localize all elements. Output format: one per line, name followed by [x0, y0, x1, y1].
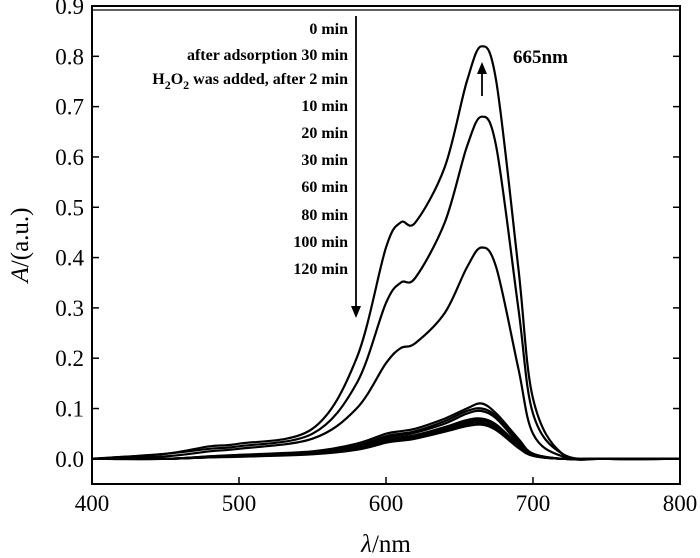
- legend-entry: 80 min: [301, 207, 348, 224]
- y-tick-label: 0.6: [55, 145, 84, 170]
- y-tick-label: 0.5: [55, 195, 84, 220]
- legend-entry: 100 min: [293, 234, 348, 251]
- x-tick-label: 500: [222, 491, 257, 516]
- series-line-1: [91, 115, 681, 461]
- series-line-0: [91, 45, 681, 461]
- legend-entry: 10 min: [301, 98, 348, 115]
- legend-entry: 20 min: [301, 125, 348, 142]
- legend: 0 min after adsorption 30 min H2O2 was a…: [152, 21, 348, 278]
- x-axis-ticks: 400 500 600 700 800: [75, 477, 698, 516]
- x-axis-title: λ/nm: [360, 531, 411, 558]
- series-lines: [91, 45, 681, 461]
- legend-entry: 0 min: [309, 21, 348, 38]
- x-axis-symbol: λ: [360, 531, 372, 558]
- peak-annotation: 665nm: [477, 47, 568, 96]
- series-line-2: [91, 246, 681, 461]
- legend-entry: 30 min: [301, 152, 348, 169]
- x-tick-label: 700: [516, 491, 551, 516]
- y-tick-label: 0.8: [55, 44, 84, 69]
- y-tick-label: 0.1: [55, 397, 84, 422]
- x-tick-label: 400: [75, 491, 110, 516]
- legend-down-arrow: [351, 16, 361, 318]
- y-axis-title: A/(a.u.): [7, 208, 34, 285]
- x-tick-label: 600: [369, 491, 404, 516]
- y-axis-symbol: A: [7, 266, 34, 284]
- series-line-8: [91, 421, 680, 461]
- y-tick-label: 0.0: [55, 447, 84, 472]
- y-tick-label: 0.2: [55, 346, 84, 371]
- legend-entry: 120 min: [293, 261, 348, 278]
- peak-up-arrow: [477, 62, 487, 96]
- y-tick-label: 0.9: [55, 0, 84, 19]
- legend-entry-h2o2: H2O2 was added, after 2 min: [152, 71, 348, 92]
- x-axis-unit: /nm: [372, 531, 411, 558]
- y-axis-unit: /(a.u.): [7, 208, 34, 268]
- legend-entry: 60 min: [301, 179, 348, 196]
- x-tick-label: 800: [663, 491, 698, 516]
- y-tick-label: 0.4: [55, 246, 84, 271]
- peak-label: 665nm: [513, 47, 568, 68]
- y-tick-label: 0.3: [55, 296, 84, 321]
- legend-entry: after adsorption 30 min: [187, 47, 348, 64]
- y-tick-label: 0.7: [55, 95, 84, 120]
- series-line-9: [91, 423, 680, 461]
- y-axis-ticks: 0.0 0.1 0.2 0.3 0.4 0.5 0.6 0.7 0.8 0.9: [55, 0, 680, 472]
